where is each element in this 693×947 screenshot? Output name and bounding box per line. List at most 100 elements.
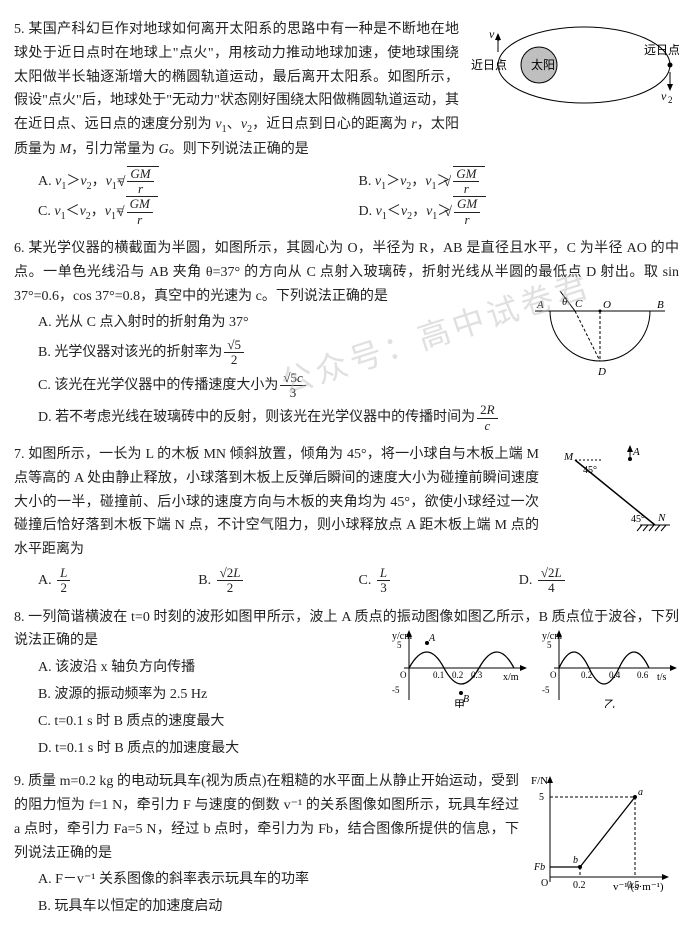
q7-opt-a: A. L2 (38, 566, 198, 596)
q7-opt-b: B. √2L2 (198, 566, 358, 596)
q5-g: G (159, 142, 169, 157)
svg-text:0.2: 0.2 (581, 670, 592, 680)
far-label: 远日点 (644, 43, 679, 57)
q5-m: M (60, 142, 72, 157)
svg-text:O: O (400, 670, 407, 680)
q9-stem-text: 质量 m=0.2 kg 的电动玩具车(视为质点)在粗糙的水平面上从静止开始运动，… (14, 774, 519, 860)
question-9: a b F/N v⁻¹/(s·m⁻¹) 5 Fb 0.2 0.5 O 9. 质量… (14, 770, 679, 919)
svg-text:F/N: F/N (531, 775, 548, 787)
near-label: 近日点 (471, 58, 507, 72)
q5-stem-p1: 某国产科幻巨作对地球如何离开太阳系的思路中有一种是不断地在地球处于近日点时在地球… (14, 22, 459, 132)
svg-text:θ: θ (562, 296, 568, 308)
q5a-pre: A. (38, 174, 55, 189)
svg-text:0.3: 0.3 (471, 670, 483, 680)
q7-options: A. L2 B. √2L2 C. L3 D. √2L4 (14, 566, 679, 596)
svg-text:x/m: x/m (503, 672, 519, 683)
svg-text:5: 5 (547, 640, 552, 650)
svg-text:乙: 乙 (604, 698, 615, 708)
svg-text:0.6: 0.6 (637, 670, 649, 680)
q7d: D. (519, 573, 536, 588)
question-7: A M N 45° 45° 7. 如图所示，一长为 L 的木板 MN 倾斜放置，… (14, 443, 679, 596)
sun-label: 太阳 (531, 57, 555, 72)
q8-opt-a: A. 该波沿 x 轴负方向传播 (14, 656, 379, 680)
svg-text:N: N (657, 512, 666, 524)
q8-opt-c: C. t=0.1 s 时 B 质点的速度最大 (14, 710, 379, 734)
q7-opt-c: C. L3 (359, 566, 519, 596)
svg-text:0.1: 0.1 (433, 670, 444, 680)
svg-text:5: 5 (397, 640, 402, 650)
svg-text:y/cm: y/cm (392, 631, 412, 642)
q5b-pre: B. (359, 174, 375, 189)
q5-figure: 太阳 近日点 远日点 v1 v2 (469, 22, 679, 108)
svg-text:Fb: Fb (533, 862, 545, 873)
q6-number: 6. (14, 241, 25, 256)
svg-text:M: M (563, 451, 574, 463)
q6c-t: C. 该光在光学仪器中的传播速度大小为 (38, 378, 278, 393)
q7-number: 7. (14, 447, 25, 462)
svg-text:v: v (661, 89, 667, 103)
q8-opt-d: D. t=0.1 s 时 B 质点的加速度最大 (14, 737, 379, 761)
q6b-t: B. 光学仪器对该光的折射率为 (38, 345, 222, 360)
q8-figure-2: y/cm t/s 5 -5 0.2 0.4 0.6 O 乙 (539, 628, 679, 708)
q5c-pre: C. (38, 204, 54, 219)
q7-opt-d: D. √2L4 (519, 566, 679, 596)
svg-text:0.5: 0.5 (627, 880, 640, 891)
q6-figure: A B C O D θ (525, 291, 675, 391)
svg-text:b: b (573, 855, 578, 866)
q5-s5: 。则下列说法正确的是 (169, 142, 309, 157)
question-5: 太阳 近日点 远日点 v1 v2 5. 某国产科幻巨作对地球如何离开太阳系的思路… (14, 18, 679, 227)
q6-opt-a: A. 光从 C 点入射时的折射角为 37° (14, 311, 519, 335)
svg-text:C: C (575, 298, 583, 310)
svg-text:D: D (597, 366, 606, 378)
q6-opt-c: C. 该光在光学仪器中的传播速度大小为√5c3 (14, 371, 519, 401)
svg-text:45°: 45° (583, 465, 597, 476)
svg-text:O: O (541, 878, 548, 889)
svg-text:-5: -5 (542, 685, 550, 695)
q7a: A. (38, 573, 55, 588)
q6-opt-b: B. 光学仪器对该光的折射率为√52 (14, 338, 519, 368)
svg-text:y/cm: y/cm (542, 631, 562, 642)
svg-text:A: A (536, 299, 544, 311)
question-8: A B y/cm x/m 5 -5 0.1 0.2 0.3 O 甲 y/cm t… (14, 606, 679, 761)
svg-text:A: A (632, 446, 640, 458)
q7-figure: A M N 45° 45° (545, 445, 675, 540)
svg-text:1: 1 (496, 33, 501, 43)
q9-number: 9. (14, 774, 25, 789)
q8-number: 8. (14, 610, 25, 625)
svg-text:2: 2 (668, 95, 673, 105)
svg-text:O: O (550, 670, 557, 680)
q7b: B. (198, 573, 214, 588)
q8-opt-b: B. 波源的振动频率为 2.5 Hz (14, 683, 379, 707)
q6-opt-d: D. 若不考虑光线在玻璃砖中的反射，则该光在光学仪器中的传播时间为2Rc (14, 403, 519, 433)
q5-opt-c: C. v1＜v2，v1=GMr (38, 196, 359, 227)
svg-text:t/s: t/s (657, 672, 667, 683)
svg-text:甲: 甲 (454, 699, 465, 708)
svg-text:0.2: 0.2 (573, 880, 586, 891)
q9-opt-b: B. 玩具车以恒定的加速度启动 (14, 895, 519, 919)
q5-s2: ，近日点到日心的距离为 (252, 117, 408, 132)
q6d-t: D. 若不考虑光线在玻璃砖中的反射，则该光在光学仪器中的传播时间为 (38, 410, 475, 425)
q5-opt-a: A. v1＞v2，v1=GMr (38, 166, 359, 197)
q5-s4: ，引力常量为 (71, 142, 155, 157)
svg-text:A: A (428, 633, 436, 644)
svg-text:v: v (489, 27, 495, 41)
svg-text:-5: -5 (392, 685, 400, 695)
svg-text:0.2: 0.2 (452, 670, 463, 680)
q9-figure: a b F/N v⁻¹/(s·m⁻¹) 5 Fb 0.2 0.5 O (525, 772, 675, 892)
svg-text:a: a (638, 787, 643, 798)
q7-stem-text: 如图所示，一长为 L 的木板 MN 倾斜放置，倾角为 45°，将一小球自与木板上… (14, 447, 539, 557)
q9-opt-a: A. F－v⁻¹ 关系图像的斜率表示玩具车的功率 (14, 868, 519, 892)
q5d-pre: D. (359, 204, 376, 219)
q5-options: A. v1＞v2，v1=GMr B. v1＞v2，v1＞GMr C. v1＜v2… (14, 166, 679, 227)
q5-number: 5. (14, 22, 25, 37)
svg-text:5: 5 (539, 792, 544, 803)
q8-figure-1: A B y/cm x/m 5 -5 0.1 0.2 0.3 O 甲 (389, 628, 529, 708)
svg-text:B: B (657, 299, 664, 311)
svg-text:45°: 45° (631, 514, 645, 525)
q5-opt-d: D. v1＜v2，v1＞GMr (359, 196, 680, 227)
svg-text:O: O (603, 299, 611, 311)
q7c: C. (359, 573, 375, 588)
question-6: A B C O D θ 6. 某光学仪器的横截面为半圆，如图所示，其圆心为 O，… (14, 237, 679, 433)
svg-text:0.4: 0.4 (609, 670, 621, 680)
q5-opt-b: B. v1＞v2，v1＞GMr (359, 166, 680, 197)
